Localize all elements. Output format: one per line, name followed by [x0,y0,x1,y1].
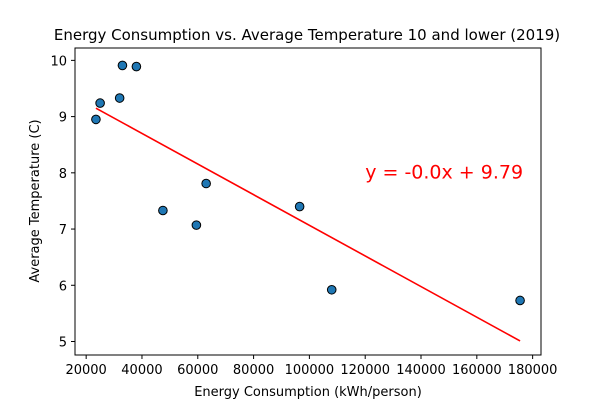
scatter-point [114,93,125,103]
x-tick-label: 120000 [340,363,390,378]
regression-line [95,107,521,342]
scatter-point [91,114,101,125]
scatter-point [158,205,168,216]
x-tick-label: 60000 [177,363,218,378]
x-tick-label: 180000 [508,363,558,378]
scatter-point [326,284,337,295]
x-tick-label: 140000 [396,363,446,378]
y-tick-label: 10 [50,54,67,69]
y-axis-ticks: 5 6 7 8 9 10 [50,54,75,351]
scatter-point [95,98,105,108]
y-tick-label: 8 [59,167,67,182]
x-axis-ticks: 20000 40000 60000 80000 100000 120000 140000 16… [65,355,557,378]
x-tick-label: 100000 [285,363,335,378]
y-axis-label: Average Temperature (C) [28,119,43,282]
chart-title: Energy Consumption vs. Average Temperatu… [54,26,560,44]
y-tick-label: 5 [59,336,67,351]
regression-equation-label: y = -0.0x + 9.79 [365,162,523,184]
regression-line-layer [95,107,521,342]
y-tick-label: 9 [59,111,67,126]
scatter-point [201,178,211,189]
x-tick-label: 80000 [233,363,274,378]
x-tick-label: 160000 [452,363,502,378]
y-tick-label: 6 [59,279,67,294]
scatter-point [515,295,525,306]
plot-frame [74,47,542,356]
scatter-point [294,201,305,212]
scatter-point [191,220,202,230]
scatter-points-layer [91,60,525,306]
plot-area [75,48,541,355]
y-tick-label: 7 [59,223,67,238]
x-axis-label: Energy Consumption (kWh/person) [194,385,422,400]
scatter-point [131,61,142,72]
scatter-point [117,60,128,71]
x-tick-label: 40000 [121,363,162,378]
x-tick-label: 20000 [65,363,106,378]
